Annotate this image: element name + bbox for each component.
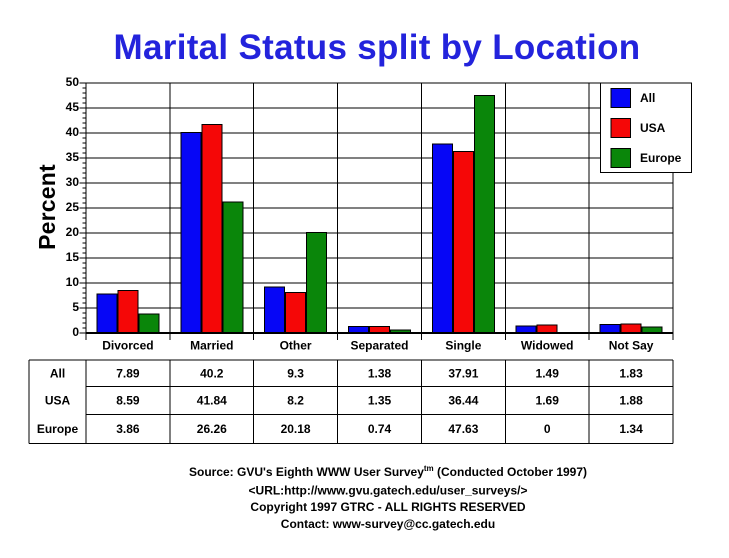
svg-text:8.2: 8.2: [287, 394, 304, 408]
svg-text:15: 15: [66, 250, 80, 264]
svg-text:41.84: 41.84: [197, 394, 227, 408]
svg-text:0: 0: [544, 422, 551, 436]
svg-text:0: 0: [72, 325, 79, 339]
svg-text:<URL:http://www.gvu.gatech.edu: <URL:http://www.gvu.gatech.edu/user_surv…: [249, 484, 528, 498]
svg-text:50: 50: [66, 75, 80, 89]
svg-text:Not Say: Not Say: [609, 339, 654, 353]
svg-text:1.34: 1.34: [619, 422, 643, 436]
svg-text:7.89: 7.89: [116, 366, 140, 380]
svg-text:1.88: 1.88: [619, 394, 643, 408]
svg-text:10: 10: [66, 275, 80, 289]
svg-text:Separated: Separated: [350, 339, 408, 353]
svg-text:USA: USA: [640, 121, 666, 135]
svg-text:Europe: Europe: [640, 151, 682, 165]
svg-text:Widowed: Widowed: [521, 339, 574, 353]
svg-text:35: 35: [66, 150, 80, 164]
svg-text:45: 45: [66, 100, 80, 114]
svg-text:9.3: 9.3: [287, 366, 304, 380]
svg-text:Copyright 1997 GTRC - ALL RIGH: Copyright 1997 GTRC - ALL RIGHTS RESERVE…: [250, 500, 525, 514]
svg-text:47.63: 47.63: [448, 422, 478, 436]
svg-text:25: 25: [66, 200, 80, 214]
svg-text:0.74: 0.74: [368, 422, 392, 436]
svg-text:20.18: 20.18: [281, 422, 311, 436]
svg-text:26.26: 26.26: [197, 422, 227, 436]
svg-text:1.49: 1.49: [536, 366, 560, 380]
svg-text:Percent: Percent: [34, 164, 60, 250]
svg-text:8.59: 8.59: [116, 394, 140, 408]
svg-text:All: All: [50, 366, 65, 380]
svg-text:36.44: 36.44: [448, 394, 478, 408]
svg-text:30: 30: [66, 175, 80, 189]
svg-text:40: 40: [66, 125, 80, 139]
svg-text:37.91: 37.91: [448, 366, 478, 380]
svg-text:40.2: 40.2: [200, 366, 224, 380]
svg-text:Marital Status split by Locati: Marital Status split by Location: [114, 28, 641, 67]
svg-text:Source: GVU's Eighth WWW User: Source: GVU's Eighth WWW User Surveytm (…: [189, 464, 587, 479]
svg-text:5: 5: [72, 300, 79, 314]
svg-text:USA: USA: [45, 394, 71, 408]
svg-text:All: All: [640, 91, 655, 105]
svg-text:Divorced: Divorced: [102, 339, 153, 353]
svg-text:Other: Other: [280, 339, 312, 353]
svg-text:1.83: 1.83: [619, 366, 643, 380]
svg-text:Married: Married: [190, 339, 233, 353]
svg-text:3.86: 3.86: [116, 422, 140, 436]
svg-text:20: 20: [66, 225, 80, 239]
svg-text:1.38: 1.38: [368, 366, 392, 380]
svg-text:Single: Single: [445, 339, 481, 353]
svg-text:Contact: www-survey@cc.gatech.: Contact: www-survey@cc.gatech.edu: [281, 517, 495, 531]
svg-text:Europe: Europe: [37, 422, 79, 436]
svg-text:1.69: 1.69: [536, 394, 560, 408]
svg-text:1.35: 1.35: [368, 394, 392, 408]
